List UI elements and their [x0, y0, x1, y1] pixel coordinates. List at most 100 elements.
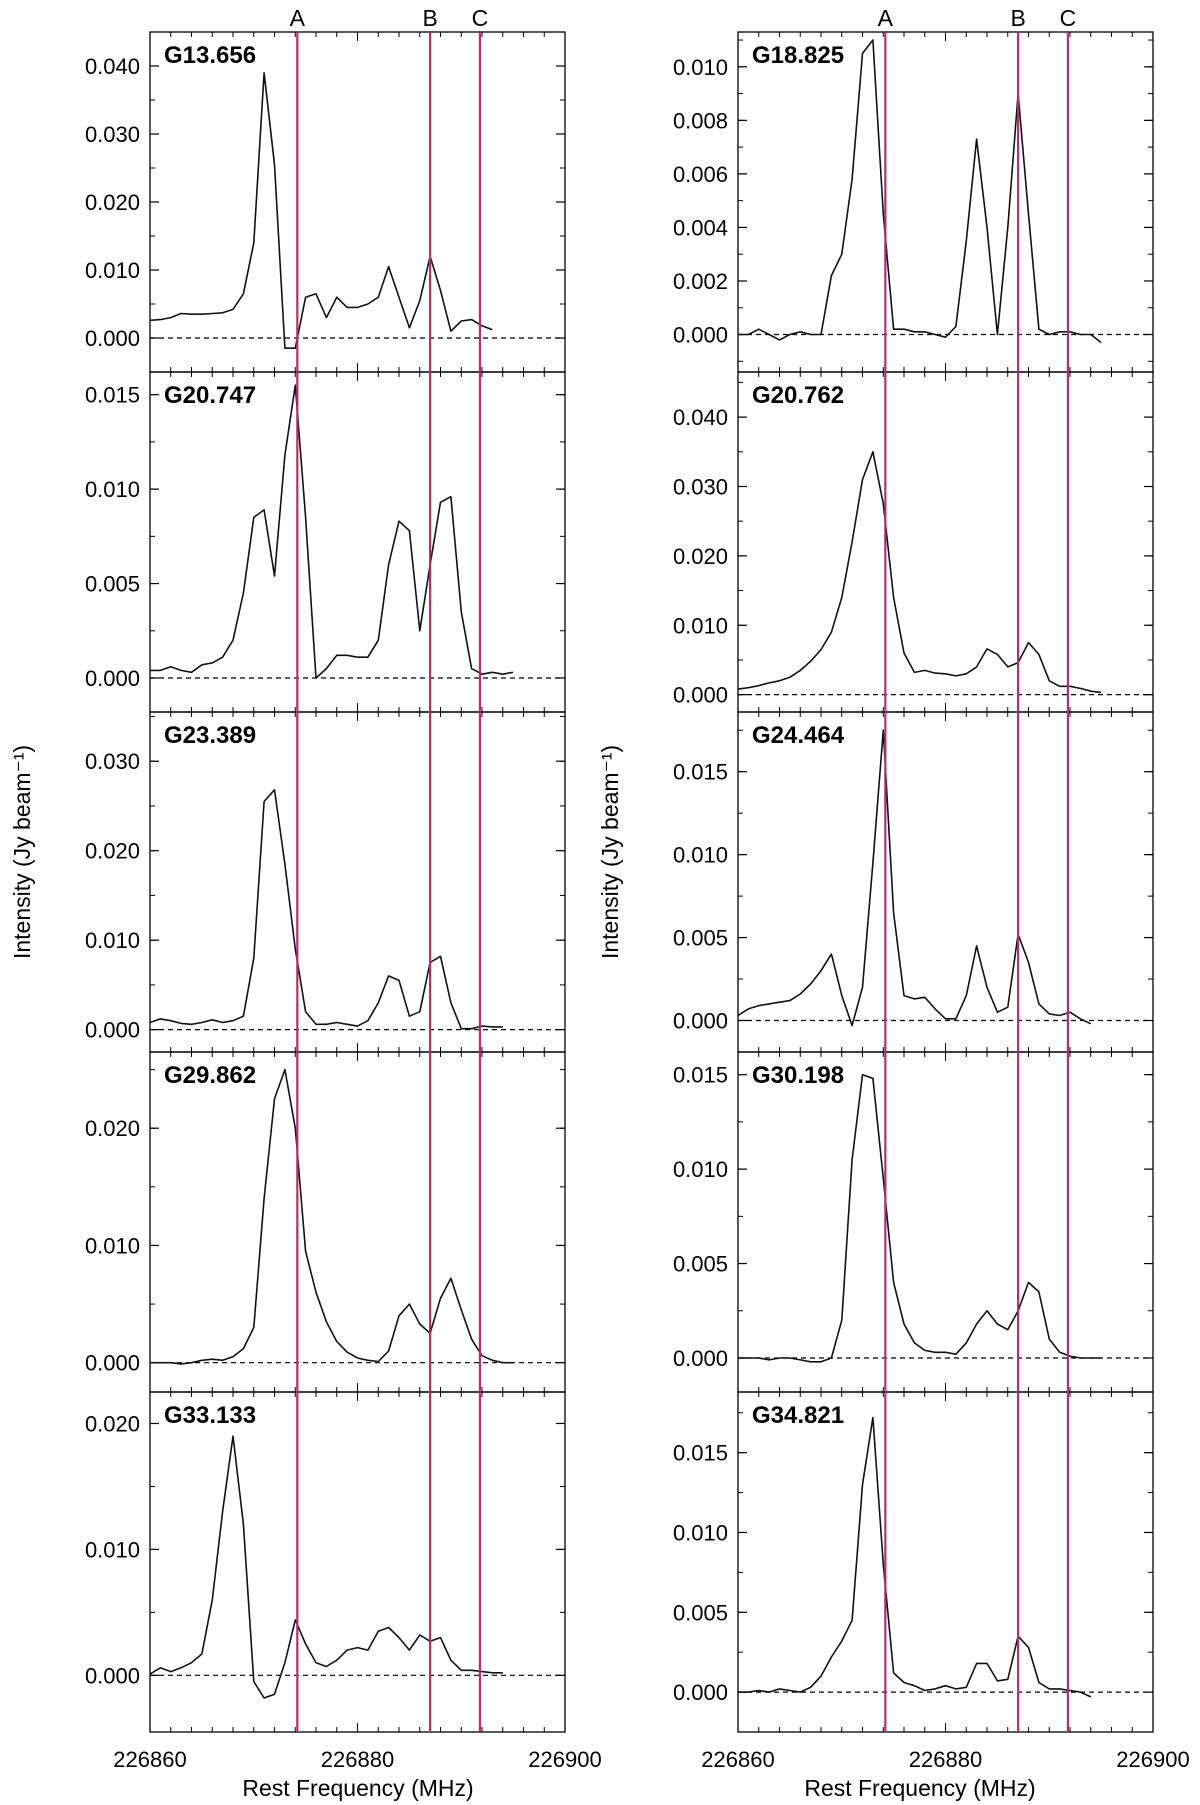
- panel-label: G24.464: [752, 722, 845, 749]
- y-tick-label: 0.010: [673, 1157, 728, 1182]
- y-tick-label: 0.015: [85, 383, 140, 408]
- spectrum-line: [738, 1416, 1092, 1698]
- y-tick-label: 0.000: [673, 323, 728, 348]
- x-tick-label: 226860: [113, 1747, 186, 1772]
- y-tick-label: 0.005: [85, 572, 140, 597]
- reference-label-C-right: C: [1060, 5, 1077, 31]
- reference-label-A-left: A: [290, 5, 306, 31]
- y-tick-label: 0.015: [673, 760, 728, 785]
- spectrum-line: [738, 729, 1092, 1027]
- panel-G33.133: 0.000 0.010 0.020 G33.133 226860 226880 226900: [85, 1391, 602, 1772]
- panel-frame: [737, 371, 1154, 713]
- panel-frame: [737, 711, 1154, 1053]
- spectrum-line: [738, 39, 1102, 344]
- y-tick-label: 0.010: [673, 1520, 728, 1545]
- y-tick-label: 0.008: [673, 108, 728, 133]
- spectrum-line: [738, 450, 1102, 694]
- y-tick-label: 0.004: [673, 215, 728, 240]
- panel-G13.656: 0.000 0.010 0.020 0.030 0.040 G13.656: [85, 31, 566, 373]
- y-tick-label: 0.030: [673, 474, 728, 499]
- panel-label: G13.656: [164, 42, 256, 69]
- spectrum-line: [150, 72, 493, 350]
- y-axis-title-right: Intensity (Jy beam⁻¹): [597, 745, 623, 959]
- y-tick-label: 0.005: [673, 1600, 728, 1625]
- y-tick-label: 0.006: [673, 162, 728, 187]
- x-tick-label: 226900: [528, 1747, 601, 1772]
- reference-label-B-right: B: [1010, 5, 1025, 31]
- panel-label: G29.862: [164, 1062, 256, 1089]
- y-tick-label: 0.005: [673, 926, 728, 951]
- panel-frame: [737, 31, 1154, 373]
- panel-G34.821: 0.000 0.005 0.010 0.015 G34.821 226860 226880 2…: [673, 1391, 1190, 1772]
- y-tick-label: 0.020: [85, 839, 140, 864]
- y-tick-label: 0.040: [673, 405, 728, 430]
- panel-label: G30.198: [752, 1062, 844, 1089]
- panel-G23.389: 0.000 0.010 0.020 0.030 G23.389: [85, 711, 566, 1053]
- y-tick-label: 0.020: [673, 544, 728, 569]
- panel-G29.862: 0.000 0.010 0.020 G29.862: [85, 1051, 566, 1393]
- y-tick-label: 0.020: [85, 1116, 140, 1141]
- y-tick-label: 0.000: [85, 666, 140, 691]
- panel-label: G23.389: [164, 722, 256, 749]
- y-tick-label: 0.005: [673, 1252, 728, 1277]
- y-tick-label: 0.000: [673, 683, 728, 708]
- y-tick-label: 0.020: [85, 1411, 140, 1436]
- y-tick-label: 0.010: [85, 928, 140, 953]
- spectrum-line: [150, 1068, 514, 1365]
- panel-label: G33.133: [164, 1402, 256, 1429]
- panel-frame: [149, 371, 566, 713]
- y-tick-label: 0.000: [85, 1018, 140, 1043]
- y-tick-label: 0.002: [673, 269, 728, 294]
- x-tick-label: 226900: [1116, 1747, 1189, 1772]
- spectrum-line: [150, 384, 514, 679]
- panel-G20.747: 0.000 0.005 0.010 0.015 G20.747: [85, 371, 566, 713]
- reference-label-B-left: B: [422, 5, 437, 31]
- panel-frame: [149, 711, 566, 1053]
- spectrum-line: [150, 788, 503, 1030]
- reference-label-A-right: A: [878, 5, 894, 31]
- y-tick-label: 0.010: [673, 843, 728, 868]
- y-tick-label: 0.010: [85, 258, 140, 283]
- panel-frame: [737, 1051, 1154, 1393]
- panel-G30.198: 0.000 0.005 0.010 0.015 G30.198: [673, 1051, 1154, 1393]
- panel-label: G20.747: [164, 382, 256, 409]
- y-tick-label: 0.015: [673, 1063, 728, 1088]
- panel-frame: [149, 1051, 566, 1393]
- y-tick-label: 0.010: [85, 1537, 140, 1562]
- panel-label: G34.821: [752, 1402, 844, 1429]
- panel-G18.825: 0.000 0.002 0.004 0.006 0.008 0.010 G18.825: [673, 31, 1154, 373]
- panel-frame: [149, 1391, 566, 1733]
- y-tick-label: 0.010: [85, 477, 140, 502]
- y-tick-label: 0.030: [85, 749, 140, 774]
- y-tick-label: 0.000: [673, 1346, 728, 1371]
- y-tick-label: 0.000: [673, 1680, 728, 1705]
- y-tick-label: 0.010: [85, 1233, 140, 1258]
- panel-G20.762: 0.000 0.010 0.020 0.030 0.040 G20.762: [673, 371, 1154, 713]
- y-tick-label: 0.000: [85, 1351, 140, 1376]
- panel-frame: [149, 31, 566, 373]
- spectrum-line: [738, 1073, 1102, 1363]
- x-tick-label: 226880: [909, 1747, 982, 1772]
- panel-label: G18.825: [752, 42, 844, 69]
- y-tick-label: 0.030: [85, 122, 140, 147]
- y-tick-label: 0.000: [85, 1663, 140, 1688]
- panel-frame: [737, 1391, 1154, 1733]
- y-tick-label: 0.000: [673, 1008, 728, 1033]
- y-tick-label: 0.020: [85, 190, 140, 215]
- y-axis-title-left: Intensity (Jy beam⁻¹): [9, 745, 35, 959]
- x-tick-label: 226860: [701, 1747, 774, 1772]
- y-tick-label: 0.015: [673, 1441, 728, 1466]
- y-tick-label: 0.040: [85, 54, 140, 79]
- reference-label-C-left: C: [472, 5, 489, 31]
- x-tick-label: 226880: [321, 1747, 394, 1772]
- x-axis-title-right: Rest Frequency (MHz): [804, 1775, 1035, 1801]
- panel-label: G20.762: [752, 382, 844, 409]
- y-tick-label: 0.010: [673, 55, 728, 80]
- y-tick-label: 0.010: [673, 613, 728, 638]
- x-axis-title-left: Rest Frequency (MHz): [242, 1775, 473, 1801]
- panel-G24.464: 0.000 0.005 0.010 0.015 G24.464: [673, 711, 1154, 1053]
- y-tick-label: 0.000: [85, 326, 140, 351]
- spectrum-line: [150, 1435, 503, 1699]
